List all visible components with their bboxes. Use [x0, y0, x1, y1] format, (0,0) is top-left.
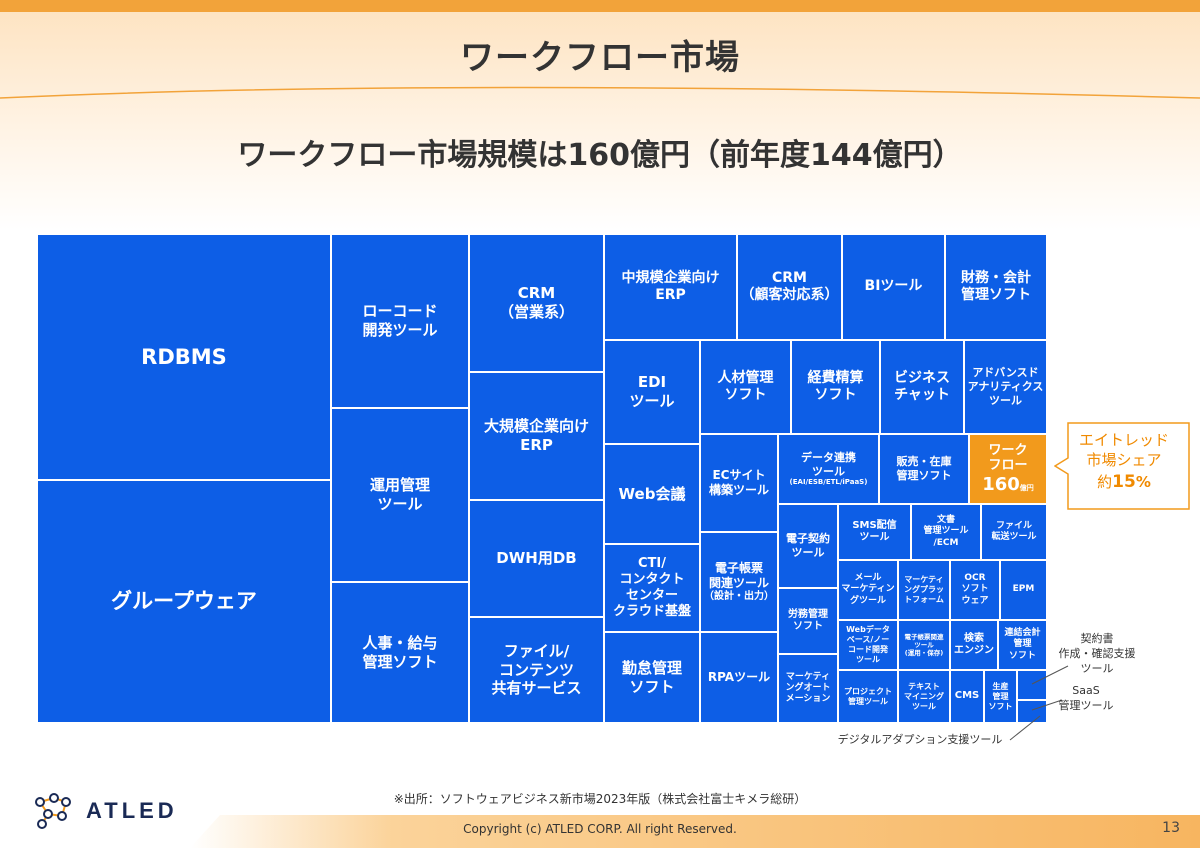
treemap-cell-e-contract: 電子契約 ツール — [778, 504, 838, 588]
treemap-cell-hr-mgmt: 人材管理 ソフト — [700, 340, 791, 434]
atled-logo-text: ATLED — [86, 798, 178, 823]
data-integration-sub: (EAI/ESB/ETL/iPaaS) — [789, 478, 868, 487]
e-form-sub: （設計・出力） — [704, 590, 774, 602]
footer-copyright: Copyright (c) ATLED CORP. All right Rese… — [463, 822, 737, 836]
workflow-label: ワーク フロー — [988, 442, 1028, 474]
callout-line2: 市場シェア — [1086, 451, 1162, 470]
treemap-cell-cms: CMS — [950, 670, 984, 723]
treemap-cell-e-form: 電子帳票 関連ツール （設計・出力） — [700, 532, 778, 632]
treemap-cell-labor-mgmt: 労務管理 ソフト — [778, 588, 838, 654]
treemap-cell-doc-mgmt: 文書 管理ツール /ECM — [911, 504, 981, 560]
treemap-cell-expense: 経費精算 ソフト — [791, 340, 880, 434]
callout-prefix: 約 — [1097, 472, 1113, 491]
treemap-cell-crm-cs: CRM （顧客対応系） — [737, 234, 842, 340]
treemap-cell-production: 生産 管理 ソフト — [984, 670, 1017, 723]
treemap-cell-epm: EPM — [1000, 560, 1047, 620]
data-integration-label: データ連携 ツール — [801, 450, 856, 478]
treemap-cell-web-db: Webデータ ベース/ノー コード開発 ツール — [838, 620, 898, 670]
treemap-cell-lowcode: ローコード 開発ツール — [331, 234, 469, 408]
treemap-cell-workflow: ワーク フロー 160億円 — [969, 434, 1047, 504]
treemap-cell-ocr: OCR ソフト ウェア — [950, 560, 1000, 620]
source-note: ※出所：ソフトウェアビジネス新市場2023年版（株式会社富士キメラ総研） — [393, 792, 807, 806]
top-accent-bar — [0, 0, 1200, 12]
treemap-cell-file-transfer: ファイル 転送ツール — [981, 504, 1047, 560]
treemap-cell-consolidated: 連結会計 管理 ソフト — [998, 620, 1047, 670]
treemap-cell-marketing-automation: マーケティ ングオート メーション — [778, 654, 838, 723]
treemap-cell-cti: CTI/ コンタクト センター クラウド基盤 — [604, 544, 700, 632]
page-title: ワークフロー市場 — [460, 38, 740, 78]
treemap-cell-web-meeting: Web会議 — [604, 444, 700, 544]
header-curve — [0, 86, 1200, 99]
treemap-cell-edi: EDI ツール — [604, 340, 700, 444]
workflow-value-line: 160億円 — [982, 474, 1034, 496]
treemap-cell-ec-site: ECサイト 構築ツール — [700, 434, 778, 532]
treemap-cell-marketing-platform: マーケティ ングプラッ トフォーム — [898, 560, 950, 620]
treemap-cell-finance: 財務・会計 管理ソフト — [945, 234, 1047, 340]
footer-bar — [190, 815, 1200, 848]
treemap-cell-erp-large: 大規模企業向け ERP — [469, 372, 604, 500]
workflow-value: 160 — [982, 473, 1020, 495]
treemap-cell-bi: BIツール — [842, 234, 945, 340]
callout-suffix: % — [1135, 472, 1151, 491]
treemap-cell-ops-management: 運用管理 ツール — [331, 408, 469, 582]
header-background — [0, 0, 1200, 230]
atled-logo-icon — [35, 793, 71, 829]
callout-line1: エイトレッド — [1078, 431, 1169, 449]
treemap-cell-crm-sales: CRM （営業系） — [469, 234, 604, 372]
treemap-cell-sms: SMS配信 ツール — [838, 504, 911, 560]
treemap-cell-contract-support — [1017, 670, 1047, 700]
treemap-cell-file-share: ファイル/ コンテンツ 共有サービス — [469, 617, 604, 723]
treemap-cell-project-mgmt: プロジェクト 管理ツール — [838, 670, 898, 723]
e-form-label: 電子帳票 関連ツール — [708, 560, 769, 590]
callout-line3: 約15% — [1064, 471, 1184, 494]
treemap-cell-rdbms: RDBMS — [37, 234, 331, 480]
note-saas-mgmt: SaaS 管理ツール — [1058, 684, 1114, 712]
callout-share-value: 15 — [1112, 471, 1136, 492]
treemap-cell-text-mining: テキスト マイニング ツール — [898, 670, 950, 723]
treemap-cell-email-marketing: メール マーケティン グツール — [838, 560, 898, 620]
share-callout-text: エイトレッド 市場シェア 約15% — [1064, 430, 1184, 493]
treemap-cell-search: 検索 エンジン — [950, 620, 998, 670]
note-digital-adoption: デジタルアダプション支援ツール — [837, 733, 1003, 746]
treemap-cell-attendance: 勤怠管理 ソフト — [604, 632, 700, 723]
treemap-cell-e-form-ops: 電子帳票関連 ツール (運用・保存) — [898, 620, 950, 670]
page-number: 13 — [1162, 820, 1180, 836]
treemap-cell-data-integration: データ連携 ツール (EAI/ESB/ETL/iPaaS) — [778, 434, 879, 504]
share-callout-box — [1054, 422, 1190, 510]
workflow-unit: 億円 — [1019, 483, 1034, 492]
treemap-cell-groupware: グループウェア — [37, 480, 331, 723]
treemap-cell-dwh: DWH用DB — [469, 500, 604, 617]
treemap-cell-hr-payroll: 人事・給与 管理ソフト — [331, 582, 469, 723]
treemap-cell-sales-inventory: 販売・在庫 管理ソフト — [879, 434, 969, 504]
treemap-cell-biz-chat: ビジネス チャット — [880, 340, 964, 434]
treemap-cell-rpa: RPAツール — [700, 632, 778, 723]
treemap-cell-advanced-analytics: アドバンスド アナリティクス ツール — [964, 340, 1047, 434]
market-size-headline: ワークフロー市場規模は160億円（前年度144億円） — [237, 138, 963, 173]
note-contract-support: 契約書 作成・確認支援 ツール — [1058, 632, 1136, 675]
treemap-cell-erp-mid: 中規模企業向け ERP — [604, 234, 737, 340]
